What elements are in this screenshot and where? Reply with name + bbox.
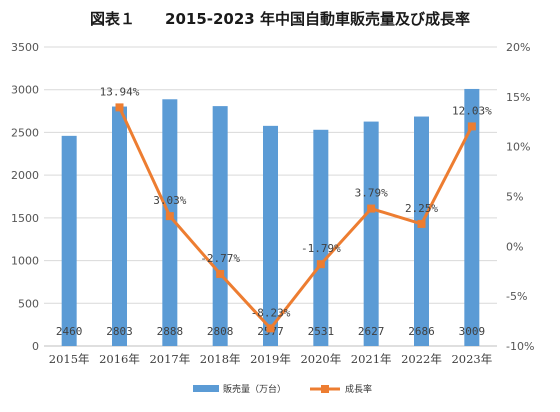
- bar: [263, 125, 278, 346]
- right-tick-label: 20%: [506, 41, 530, 54]
- right-tick-label: -5%: [506, 290, 527, 303]
- bar: [464, 88, 480, 346]
- x-tick-label: 2016年: [99, 352, 140, 366]
- rate-value-label: -8.23%: [251, 306, 291, 319]
- chart-title: 図表１ 2015-2023 年中国自動車販売量及び成長率: [90, 10, 470, 28]
- legend-bar-swatch: [193, 385, 219, 392]
- rate-value-label: -1.79%: [301, 242, 341, 255]
- line-marker: [165, 212, 174, 221]
- left-tick-label: 500: [18, 297, 39, 310]
- bar-value-label: 2627: [358, 325, 385, 338]
- left-tick-label: 2500: [11, 126, 39, 139]
- right-axis: -10% -5% 0% 5% 10% 15% 20%: [506, 41, 534, 353]
- right-tick-label: -10%: [506, 340, 534, 353]
- x-tick-label: 2019年: [250, 352, 291, 366]
- line-marker: [216, 269, 225, 278]
- bar-value-label: 2808: [207, 325, 234, 338]
- bar: [212, 106, 228, 346]
- bar-series: [61, 88, 480, 347]
- left-tick-label: 3000: [11, 84, 39, 97]
- x-tick-label: 2022年: [401, 352, 442, 366]
- line-marker: [367, 204, 376, 213]
- x-tick-label: 2020年: [300, 352, 341, 366]
- line-series: [115, 103, 476, 333]
- left-axis: 0 500 1000 1500 2000 2500 3000 3500: [11, 41, 39, 353]
- line-marker: [316, 260, 325, 269]
- bar: [414, 116, 429, 347]
- left-tick-label: 1500: [11, 212, 39, 225]
- growth-line: [118, 106, 474, 330]
- rate-value-label: 12.03%: [452, 104, 492, 117]
- bar: [112, 106, 127, 346]
- bar: [313, 129, 329, 346]
- bar-value-label: 2460: [56, 325, 83, 338]
- left-tick-label: 0: [32, 340, 39, 353]
- x-tick-label: 2015年: [49, 352, 90, 366]
- rate-value-label: 2.25%: [405, 202, 438, 215]
- bar-value-label: 2531: [308, 325, 335, 338]
- legend-line-marker: [321, 385, 329, 393]
- left-tick-label: 3500: [11, 41, 39, 54]
- rate-value-label: -2.77%: [200, 252, 240, 265]
- rate-value-label: 3.79%: [355, 187, 388, 200]
- rate-value-label: 13.94%: [100, 85, 140, 98]
- bar-value-label: 3009: [459, 325, 486, 338]
- right-tick-label: 5%: [506, 191, 523, 204]
- x-tick-label: 2023年: [451, 352, 492, 366]
- left-tick-label: 2000: [11, 169, 39, 182]
- right-tick-label: 10%: [506, 141, 530, 154]
- bar-value-label: 2888: [157, 325, 184, 338]
- right-tick-label: 15%: [506, 91, 530, 104]
- line-data-labels: 13.94% 3.03% -2.77% -8.23% -1.79% 3.79% 2.25% 1…: [100, 85, 492, 319]
- x-tick-label: 2017年: [149, 352, 190, 366]
- bar-value-label: 2686: [408, 325, 435, 338]
- x-tick-label: 2021年: [351, 352, 392, 366]
- right-tick-label: 0%: [506, 240, 523, 253]
- legend-line-label: 成長率: [345, 383, 372, 395]
- line-marker: [115, 103, 124, 112]
- bar: [363, 121, 379, 347]
- bar: [61, 135, 77, 346]
- legend: 販売量（万台） 成長率: [193, 383, 372, 395]
- line-marker: [266, 324, 275, 333]
- line-marker: [467, 122, 476, 131]
- left-tick-label: 1000: [11, 255, 39, 268]
- x-axis: 2015年 2016年 2017年 2018年 2019年 2020年 2021年 2022年…: [44, 345, 497, 366]
- bar-data-labels: 246028032888280825772531262726863009: [56, 325, 485, 338]
- rate-value-label: 3.03%: [153, 194, 186, 207]
- legend-bar-label: 販売量（万台）: [223, 383, 286, 395]
- bar-value-label: 2803: [106, 325, 133, 338]
- line-marker: [417, 219, 426, 228]
- bar: [162, 99, 178, 346]
- x-tick-label: 2018年: [200, 352, 241, 366]
